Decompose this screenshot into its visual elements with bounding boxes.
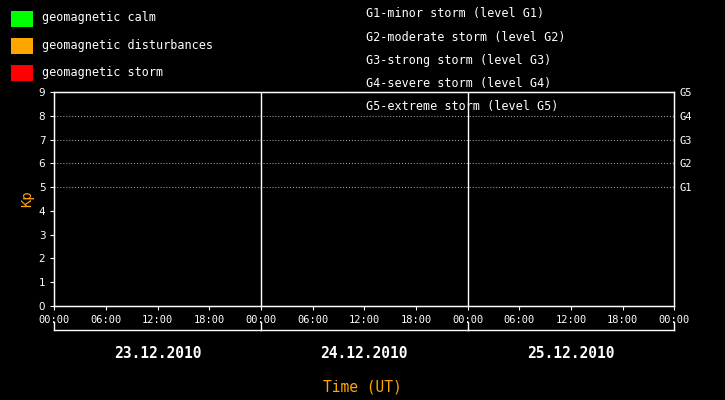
Text: G4-severe storm (level G4): G4-severe storm (level G4) bbox=[366, 77, 552, 90]
Text: G5-extreme storm (level G5): G5-extreme storm (level G5) bbox=[366, 100, 558, 113]
Text: 25.12.2010: 25.12.2010 bbox=[527, 346, 615, 362]
Text: G3-strong storm (level G3): G3-strong storm (level G3) bbox=[366, 54, 552, 67]
Text: geomagnetic calm: geomagnetic calm bbox=[42, 12, 156, 24]
Text: Time (UT): Time (UT) bbox=[323, 380, 402, 395]
Text: G2-moderate storm (level G2): G2-moderate storm (level G2) bbox=[366, 31, 566, 44]
Text: G1-minor storm (level G1): G1-minor storm (level G1) bbox=[366, 8, 544, 20]
Text: geomagnetic disturbances: geomagnetic disturbances bbox=[42, 39, 213, 52]
Text: 24.12.2010: 24.12.2010 bbox=[320, 346, 408, 362]
Text: geomagnetic storm: geomagnetic storm bbox=[42, 66, 163, 79]
Text: 23.12.2010: 23.12.2010 bbox=[114, 346, 202, 362]
Y-axis label: Kp: Kp bbox=[20, 191, 35, 207]
